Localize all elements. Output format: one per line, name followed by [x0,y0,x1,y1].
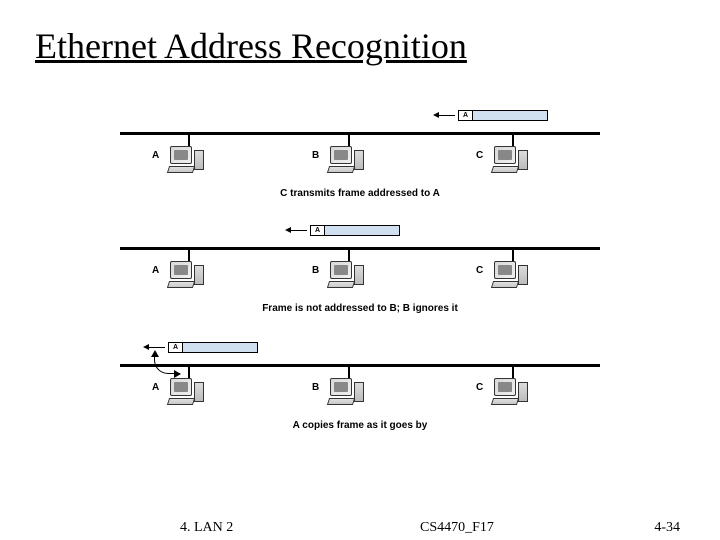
computer-icon [326,261,372,289]
panel-caption: A copies frame as it goes by [120,420,600,431]
node-b: B [326,247,372,289]
node-label-b: B [312,382,319,393]
computer-icon [490,261,536,289]
diagram-panel-1: A A B C C transmits frame addressed to A [120,110,600,205]
frame-dest-label: A [459,111,473,120]
node-label-a: A [152,265,159,276]
footer-page: 4-34 [654,520,680,536]
computer-icon [326,146,372,174]
computer-icon [166,261,212,289]
panel-caption: Frame is not addressed to B; B ignores i… [120,303,600,314]
frame-dest-label: A [311,226,325,235]
diagram-panel-3: A A B C A copies frame as it goes by [120,342,600,437]
node-c: C [490,247,536,289]
footer-section: 4. LAN 2 [180,520,233,536]
panel-caption: C transmits frame addressed to A [120,188,600,199]
computer-icon [326,378,372,406]
arrow-left-icon [287,230,307,231]
node-c: C [490,364,536,406]
ethernet-frame: A [310,225,400,236]
node-a: A [166,364,212,406]
computer-icon [166,378,212,406]
arrow-left-icon [435,115,455,116]
diagram-panel-2: A A B C Frame is not addressed to B; B i… [120,225,600,320]
ethernet-frame: A [168,342,258,353]
node-label-c: C [476,382,483,393]
computer-icon [166,146,212,174]
page-title: Ethernet Address Recognition [35,25,467,67]
node-label-c: C [476,150,483,161]
node-a: A [166,132,212,174]
frame-dest-label: A [169,343,183,352]
node-b: B [326,132,372,174]
node-b: B [326,364,372,406]
ethernet-frame: A [458,110,548,121]
node-label-c: C [476,265,483,276]
node-label-a: A [152,382,159,393]
footer-course: CS4470_F17 [420,520,494,536]
node-label-b: B [312,265,319,276]
node-label-b: B [312,150,319,161]
computer-icon [490,378,536,406]
node-c: C [490,132,536,174]
node-label-a: A [152,150,159,161]
computer-icon [490,146,536,174]
node-a: A [166,247,212,289]
